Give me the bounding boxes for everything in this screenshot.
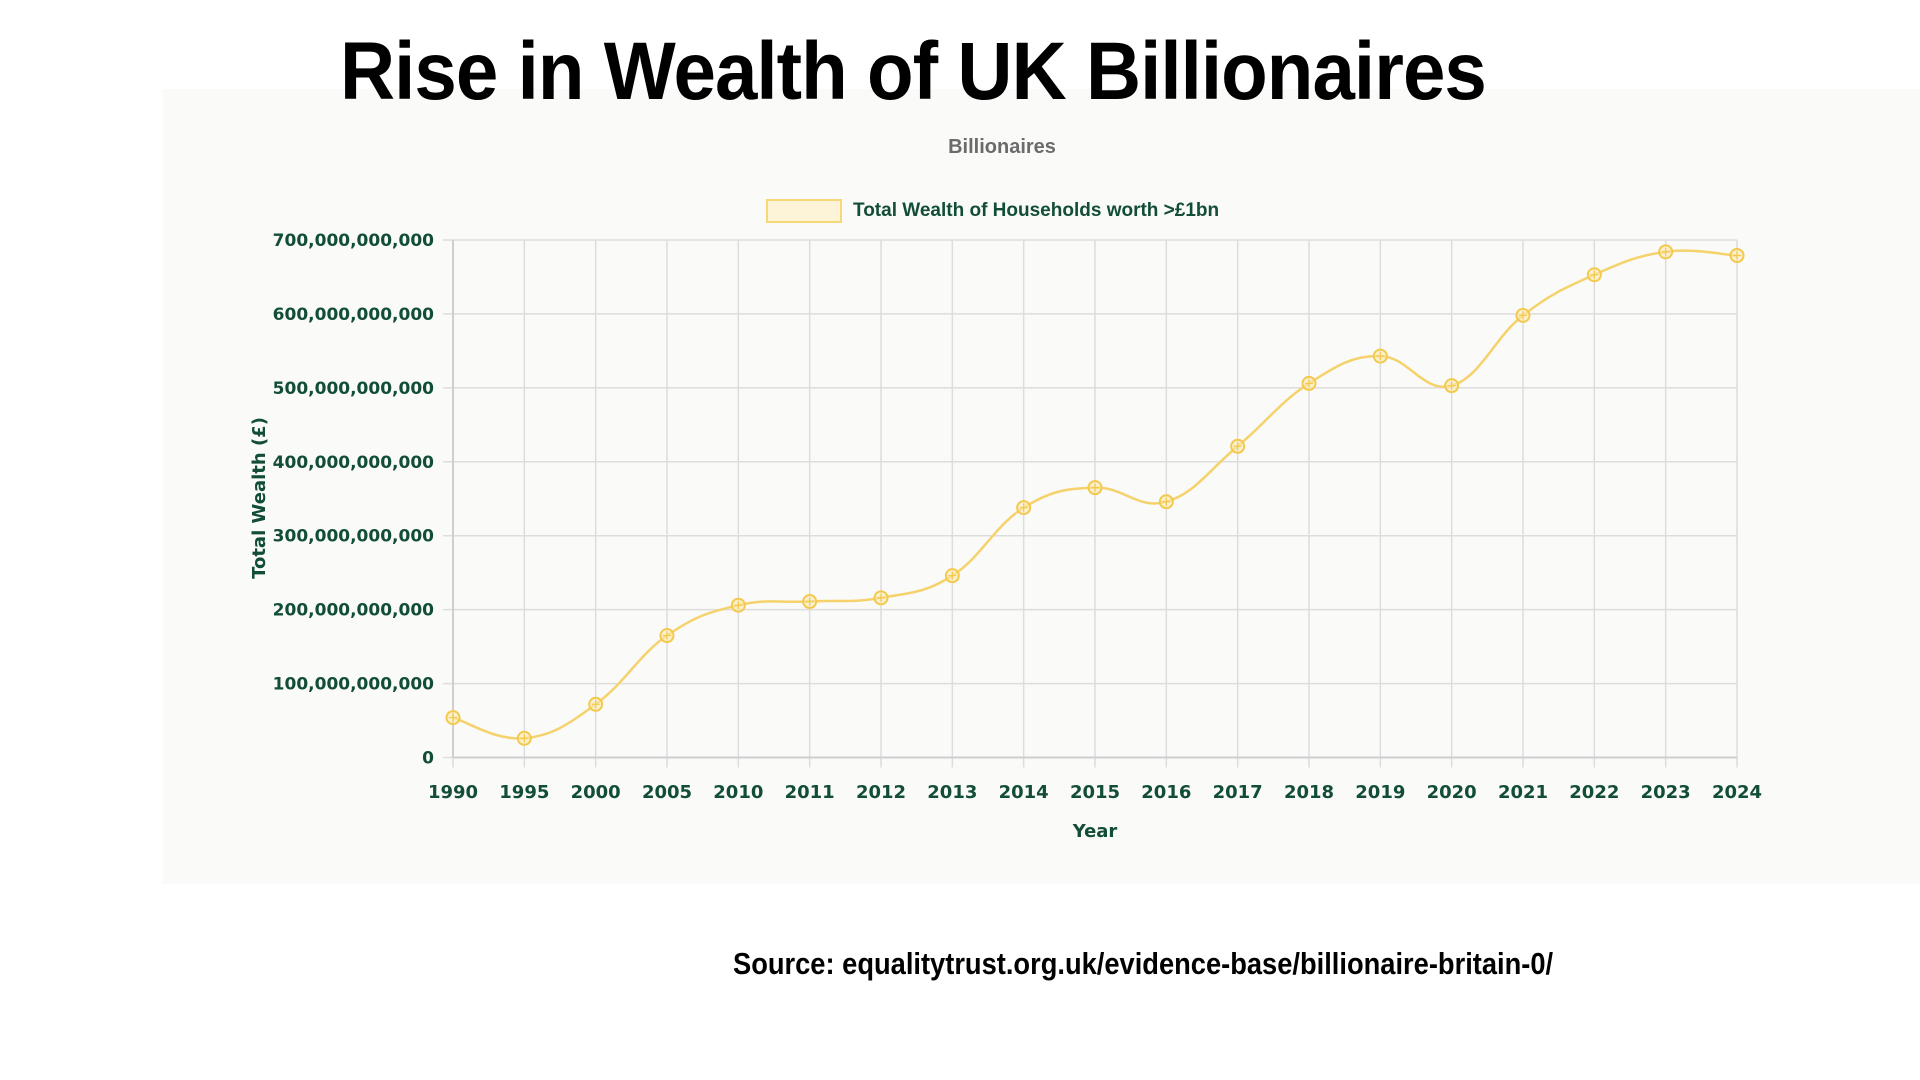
x-tick-label: 2024	[1712, 782, 1762, 803]
data-point[interactable]: 2010: 206,000,000,000	[730, 597, 746, 613]
data-points: 1990: 54,000,000,000 1995: 26,000,000,000…	[445, 244, 1745, 746]
data-point[interactable]: 2017: 421,000,000,000	[1230, 438, 1246, 454]
data-point[interactable]: 2021: 598,000,000,000	[1515, 307, 1531, 323]
data-point[interactable]: 2011: 211,000,000,000	[802, 594, 818, 610]
y-tick-label: 200,000,000,000	[273, 601, 434, 621]
x-tick-label: 2017	[1213, 782, 1263, 803]
x-axis: 1990 1995 2000 2005 2010 2011 2012 2013 2014 2015…	[428, 782, 1762, 803]
data-point[interactable]: 1990: 54,000,000,000	[445, 710, 461, 726]
x-axis-title: Year	[1072, 821, 1118, 842]
page-title: Rise in Wealth of UK Billionaires	[340, 26, 1487, 117]
x-tick-label: 2023	[1641, 782, 1691, 803]
data-point[interactable]: 2023: 684,000,000,000	[1658, 244, 1674, 260]
data-point[interactable]: 2019: 543,000,000,000	[1372, 348, 1388, 364]
data-point[interactable]: 2012: 216,000,000,000	[873, 590, 889, 606]
chart-panel	[163, 89, 1920, 884]
x-tick-label: 1990	[428, 782, 478, 803]
data-point[interactable]: 2024: 679,000,000,000	[1729, 248, 1745, 264]
data-point[interactable]: 2016: 346,000,000,000	[1158, 494, 1174, 510]
y-tick-label: 700,000,000,000	[273, 231, 434, 251]
x-tick-label: 2000	[571, 782, 621, 803]
x-tick-label: 2015	[1070, 782, 1120, 803]
x-tick-label: 2019	[1355, 782, 1405, 803]
x-tick-label: 2021	[1498, 782, 1548, 803]
data-point[interactable]: 1995: 26,000,000,000	[516, 730, 532, 746]
data-point[interactable]: 2005: 165,000,000,000	[659, 628, 675, 644]
grid-lines	[443, 239, 1738, 768]
legend-swatch-icon	[766, 199, 842, 223]
y-tick-label: 400,000,000,000	[273, 453, 434, 473]
x-tick-label: 2014	[999, 782, 1049, 803]
y-tick-label: 300,000,000,000	[273, 527, 434, 547]
source-citation: Source: equalitytrust.org.uk/evidence-ba…	[733, 946, 1554, 981]
x-tick-label: 2005	[642, 782, 692, 803]
y-axis: 0 100,000,000,000 200,000,000,000 300,000,0…	[273, 231, 434, 769]
data-point[interactable]: 2022: 653,000,000,000	[1586, 267, 1602, 283]
chart-legend[interactable]: Total Wealth of Households worth >£1bn	[766, 198, 1219, 224]
x-tick-label: 1995	[499, 782, 549, 803]
data-point[interactable]: 2014: 338,000,000,000	[1016, 500, 1032, 516]
data-point[interactable]: 2000: 72,000,000,000	[588, 696, 604, 712]
x-tick-label: 2022	[1569, 782, 1619, 803]
x-tick-label: 2010	[713, 782, 763, 803]
x-tick-label: 2020	[1427, 782, 1477, 803]
chart-title: Billionaires	[948, 136, 1056, 158]
legend-label: Total Wealth of Households worth >£1bn	[853, 200, 1220, 221]
x-tick-label: 2016	[1141, 782, 1191, 803]
x-tick-label: 2018	[1284, 782, 1334, 803]
data-point[interactable]: 2013: 246,000,000,000	[944, 568, 960, 584]
y-tick-label: 100,000,000,000	[273, 675, 434, 695]
x-tick-label: 2012	[856, 782, 906, 803]
y-tick-label: 0	[422, 749, 434, 769]
y-tick-label: 600,000,000,000	[273, 305, 434, 325]
data-point[interactable]: 2015: 365,000,000,000	[1087, 480, 1103, 496]
x-tick-label: 2013	[927, 782, 977, 803]
data-point[interactable]: 2018: 506,000,000,000	[1301, 375, 1317, 391]
x-tick-label: 2011	[785, 782, 835, 803]
y-axis-title: Total Wealth (£)	[249, 417, 270, 579]
y-tick-label: 500,000,000,000	[273, 379, 434, 399]
data-point[interactable]: 2020: 503,000,000,000	[1444, 378, 1460, 394]
